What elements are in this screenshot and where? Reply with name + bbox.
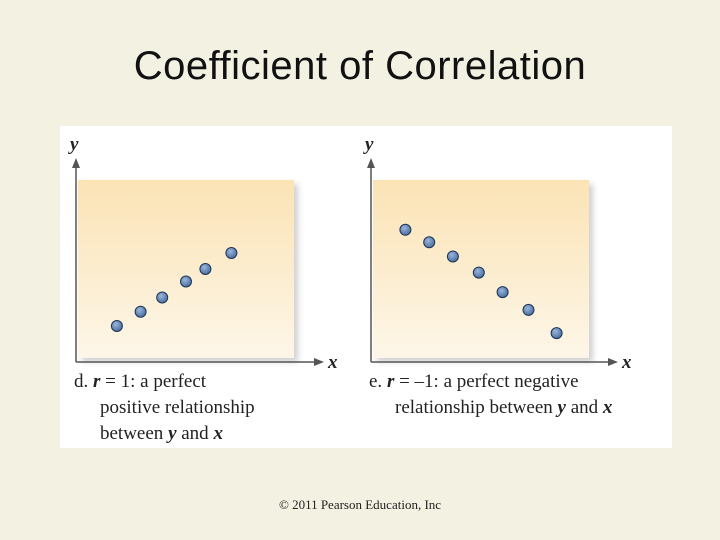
caption-e-y: y [557, 397, 566, 418]
caption-e-and: and [565, 397, 603, 418]
data-point [496, 286, 509, 299]
caption-d-line2: positive relationship [100, 397, 255, 418]
x-axis-arrow-icon [608, 358, 618, 366]
caption-e-line2: relationship between y and x [369, 395, 669, 421]
caption-panel-d: d. r = 1: a perfect positive relationshi… [74, 369, 344, 447]
data-point [199, 263, 212, 275]
data-point [472, 266, 485, 279]
caption-d-eq: = 1: a perfect [100, 371, 207, 392]
caption-d-y: y [168, 423, 177, 444]
caption-e-r: r [386, 371, 395, 392]
caption-panel-e: e. r = –1: a perfect negative relationsh… [369, 369, 669, 421]
data-point [423, 236, 436, 249]
scatter-panel-d: yx [68, 134, 338, 373]
caption-e-eq: = –1: a perfect negative [394, 371, 579, 392]
data-point [134, 305, 147, 318]
plot-area [78, 180, 294, 358]
y-axis-arrow-icon [72, 158, 80, 168]
data-point [446, 250, 459, 263]
x-axis-label: x [327, 352, 338, 373]
caption-d-line3: between y and x [74, 421, 344, 447]
copyright-footer: © 2011 Pearson Education, Inc [278, 497, 442, 512]
data-point [180, 275, 192, 288]
caption-e-letter: e. [369, 371, 383, 392]
caption-d-r: r [93, 371, 101, 392]
caption-d-and: and [176, 423, 214, 444]
caption-d-x: x [213, 423, 223, 444]
data-point [156, 291, 169, 304]
slide-title: Coefficient of Correlation [133, 44, 587, 88]
caption-d-letter: d. [74, 371, 89, 392]
data-point [522, 303, 535, 316]
y-axis-arrow-icon [367, 158, 375, 168]
data-point [225, 247, 238, 259]
scatter-panel-e: yx [363, 134, 632, 373]
y-axis-label: y [68, 134, 79, 155]
x-axis-arrow-icon [314, 358, 324, 366]
data-point [550, 327, 563, 340]
y-axis-label: y [363, 134, 374, 155]
caption-e-between: relationship between [395, 397, 558, 418]
x-axis-label: x [621, 352, 632, 373]
data-point [399, 223, 412, 236]
caption-d-between: between [100, 423, 169, 444]
caption-e-x: x [602, 397, 613, 418]
data-point [110, 320, 123, 332]
